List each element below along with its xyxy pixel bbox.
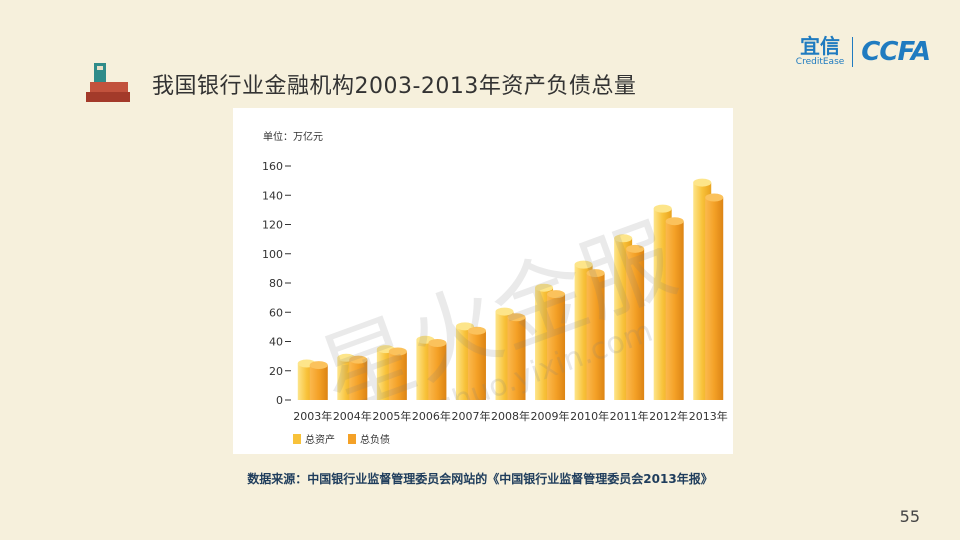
bar-liabilities (586, 273, 605, 400)
bar-liabilities (705, 197, 724, 400)
bar-liabilities (428, 343, 447, 400)
bar-liabilities-cap (626, 244, 645, 253)
bar-liabilities (665, 221, 684, 400)
y-tick-label: 160 (262, 160, 283, 173)
brand-logos: 宜信 CreditEase CCFA (796, 34, 931, 70)
unit-label: 单位：万亿元 (263, 130, 323, 143)
bar-liabilities-cap (309, 361, 328, 370)
logo-en-text: CreditEase (795, 57, 845, 67)
y-tick-label: 40 (269, 336, 283, 349)
legend-label: 总负债 (360, 433, 390, 446)
creditease-logo: 宜信 CreditEase (796, 36, 845, 68)
logo-divider (852, 37, 854, 67)
bar-liabilities (309, 365, 328, 400)
y-tick-label: 20 (269, 365, 283, 378)
bar-assets-cap (693, 178, 712, 187)
legend-swatch (293, 434, 301, 444)
bar-assets-cap (574, 260, 593, 269)
legend-swatch (348, 434, 356, 444)
x-tick-label: 2007年 (451, 409, 490, 423)
y-tick-label: 0 (276, 394, 283, 407)
bar-liabilities-cap (349, 355, 368, 364)
page-number: 55 (899, 507, 920, 526)
source-note: 数据来源：中国银行业监督管理委员会网站的《中国银行业监督管理委员会2013年报》 (247, 472, 713, 486)
bar-liabilities (467, 330, 486, 400)
logo-cn-text: 宜信 (800, 34, 841, 58)
bar-liabilities-cap (467, 326, 486, 335)
y-tick-label: 120 (262, 219, 283, 232)
books-icon (86, 63, 130, 102)
bar-liabilities (507, 317, 526, 400)
x-tick-label: 2004年 (333, 409, 372, 423)
bar-assets-cap (535, 283, 554, 292)
bar-assets-cap (495, 307, 514, 316)
bar-liabilities-cap (586, 269, 605, 278)
bar-assets-cap (455, 322, 474, 331)
bar-liabilities (349, 359, 368, 400)
x-tick-label: 2013年 (689, 409, 728, 423)
y-tick-label: 80 (269, 277, 283, 290)
bar-liabilities-cap (665, 217, 684, 226)
y-tick-label: 100 (262, 248, 283, 261)
bar-liabilities-cap (705, 193, 724, 202)
bar-liabilities-cap (507, 313, 526, 322)
x-tick-label: 2003年 (293, 409, 332, 423)
y-tick-label: 140 (262, 189, 283, 202)
x-tick-label: 2010年 (570, 409, 609, 423)
bar-liabilities (547, 294, 566, 400)
bar-liabilities (388, 351, 407, 400)
bar-liabilities-cap (547, 290, 566, 299)
legend-label: 总资产 (305, 433, 335, 446)
bar-liabilities (626, 248, 645, 400)
x-tick-label: 2006年 (412, 409, 451, 423)
x-tick-label: 2012年 (649, 409, 688, 423)
bar-assets-cap (614, 234, 633, 243)
bar-assets-cap (653, 204, 672, 213)
bar-liabilities-cap (428, 339, 447, 348)
x-tick-label: 2005年 (372, 409, 411, 423)
bar-liabilities-cap (388, 347, 407, 356)
x-tick-label: 2011年 (610, 409, 649, 423)
ccfa-logo: CCFA (861, 37, 931, 67)
page-title: 我国银行业金融机构2003-2013年资产负债总量 (152, 74, 637, 99)
x-tick-label: 2009年 (531, 409, 570, 423)
y-tick-label: 60 (269, 306, 283, 319)
chart-panel: 单位：万亿元 0 20 40 60 80 100 120 140 160 2003年 2004年 2… (233, 108, 733, 454)
x-tick-label: 2008年 (491, 409, 530, 423)
